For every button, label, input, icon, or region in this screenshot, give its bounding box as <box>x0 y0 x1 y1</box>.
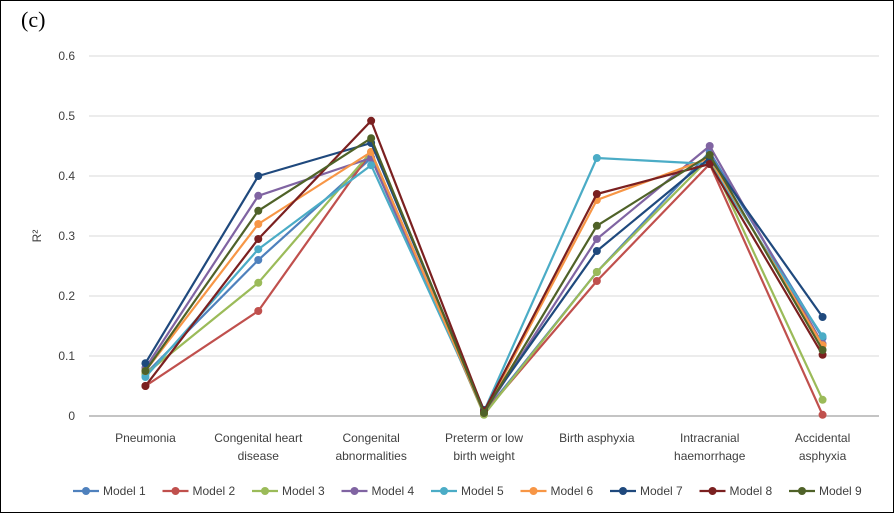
data-point <box>254 235 263 243</box>
data-point <box>818 313 827 321</box>
data-point <box>254 206 263 215</box>
legend-marker <box>798 487 806 495</box>
data-point <box>592 154 601 162</box>
data-point <box>254 307 263 315</box>
data-point <box>705 151 714 159</box>
y-tick-label: 0.4 <box>58 169 75 183</box>
x-tick-label: Pneumonia <box>115 431 176 445</box>
legend-label: Model 7 <box>640 484 683 498</box>
x-tick-label: Congenital heart disease <box>214 431 303 463</box>
data-point <box>254 191 263 200</box>
legend-marker <box>82 487 90 495</box>
data-point <box>592 235 601 243</box>
data-point <box>254 278 263 287</box>
legend-label: Model 4 <box>372 484 415 498</box>
y-tick-label: 0.5 <box>58 109 75 123</box>
data-point <box>141 382 150 390</box>
legend-label: Model 3 <box>282 484 325 498</box>
data-point <box>818 410 827 419</box>
y-axis-title: R² <box>30 230 44 243</box>
legend-marker <box>350 487 359 495</box>
data-point <box>254 245 263 254</box>
data-point <box>254 220 263 228</box>
data-point <box>705 142 714 150</box>
panel-label: (c) <box>21 7 46 32</box>
y-tick-label: 0.6 <box>58 49 75 63</box>
legend-marker <box>529 487 538 495</box>
x-tick-label: Intracranial haemorrhage <box>674 431 746 463</box>
legend-marker <box>708 487 717 495</box>
data-point <box>141 367 150 375</box>
data-point <box>592 277 601 285</box>
data-point <box>367 116 376 125</box>
y-tick-label: 0.1 <box>58 349 75 363</box>
data-point <box>254 172 263 180</box>
data-point <box>592 247 601 255</box>
series-line-model-4 <box>144 144 824 415</box>
data-point <box>141 359 150 368</box>
data-point <box>818 346 827 354</box>
x-tick-label: Birth asphyxia <box>559 431 635 445</box>
legend-marker <box>440 487 448 495</box>
data-point <box>705 160 714 168</box>
data-point <box>818 395 827 404</box>
legend-marker <box>261 487 269 495</box>
legend-label: Model 1 <box>103 484 146 498</box>
data-point <box>480 409 488 417</box>
data-point <box>141 373 150 381</box>
legend-label: Model 5 <box>461 484 504 498</box>
legend-marker <box>171 487 180 495</box>
y-tick-label: 0.2 <box>58 289 75 303</box>
data-point <box>818 332 827 341</box>
data-point <box>367 134 376 143</box>
legend-label: Model 8 <box>730 484 773 498</box>
y-tick-label: 0 <box>68 409 75 423</box>
x-tick-label: Accidental asphyxia <box>795 431 850 463</box>
data-point <box>367 161 376 170</box>
series-line-model-2 <box>144 150 824 416</box>
legend-label: Model 9 <box>819 484 862 498</box>
x-tick-label: Preterm or low birth weight <box>445 431 523 463</box>
legend-marker <box>619 487 627 495</box>
legend-label: Model 2 <box>193 484 236 498</box>
y-tick-label: 0.3 <box>58 229 75 243</box>
data-point <box>592 268 601 276</box>
x-tick-label: Congenital abnormalities <box>335 431 406 463</box>
data-point <box>254 256 263 264</box>
data-point <box>592 190 601 198</box>
data-point <box>592 221 601 230</box>
legend-label: Model 6 <box>551 484 594 498</box>
